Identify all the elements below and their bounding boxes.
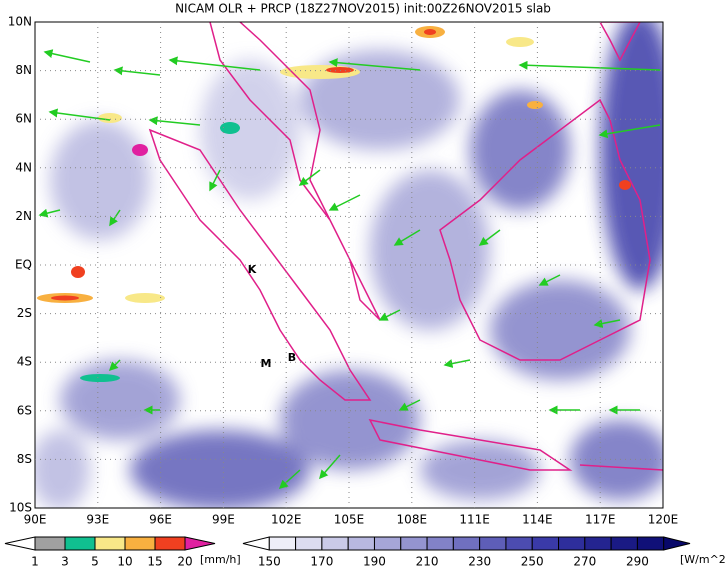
colorbar-label: 210 — [416, 555, 439, 569]
place-label: M — [261, 357, 272, 370]
lon-label: 93E — [86, 513, 109, 527]
lat-label: 6N — [15, 112, 32, 126]
colorbar-box — [531, 536, 560, 551]
colorbar-unit: [W/m^2] — [680, 553, 726, 566]
lat-label: 6S — [17, 403, 32, 417]
lon-label: 120E — [648, 513, 679, 527]
colorbar-end — [184, 536, 216, 551]
colorbar-label: 20 — [177, 555, 192, 569]
colorbar-label: 150 — [258, 555, 281, 569]
lat-label: 8N — [15, 63, 32, 77]
colorbar-box — [505, 536, 533, 551]
colorbar-box — [373, 536, 402, 551]
lon-label: 102E — [271, 513, 302, 527]
colorbar-box — [94, 536, 126, 551]
lat-label: EQ — [15, 258, 32, 272]
lat-label: 8S — [17, 452, 32, 466]
colorbar-label: 170 — [310, 555, 333, 569]
colorbar-label: 250 — [521, 555, 544, 569]
colorbar-box — [426, 536, 454, 551]
olr-field — [35, 22, 663, 508]
colorbar-box — [479, 536, 507, 551]
colorbar-box — [636, 536, 665, 551]
lon-label: 108E — [397, 513, 428, 527]
colorbar-box — [34, 536, 66, 551]
place-label: K — [248, 263, 257, 276]
lon-label: 111E — [459, 513, 490, 527]
title: NICAM OLR + PRCP (18Z27NOV2015) init:00Z… — [175, 2, 551, 16]
lon-label: 90E — [24, 513, 47, 527]
lon-label: 96E — [149, 513, 172, 527]
lat-label: 2N — [15, 209, 32, 223]
colorbar-label: 1 — [31, 555, 39, 569]
colorbar-box — [64, 536, 96, 551]
colorbar-label: 5 — [91, 555, 99, 569]
lon-label: 117E — [585, 513, 616, 527]
lat-label: 4N — [15, 160, 32, 174]
colorbar-label: 190 — [363, 555, 386, 569]
colorbar-end — [663, 536, 691, 551]
lat-label: 10S — [9, 501, 32, 515]
colorbar-unit: [mm/h] — [200, 553, 241, 566]
colorbar-box — [347, 536, 375, 551]
place-label: B — [288, 351, 296, 364]
colorbar-box — [400, 536, 428, 551]
lon-label: 99E — [212, 513, 235, 527]
lon-label: 105E — [334, 513, 365, 527]
colorbar-label: 270 — [573, 555, 596, 569]
colorbar-box — [268, 536, 297, 551]
colorbar-box — [295, 536, 323, 551]
lat-label: 10N — [8, 15, 32, 29]
lat-label: 2S — [17, 306, 32, 320]
wind-vectors — [38, 49, 661, 490]
colorbar-box — [584, 536, 612, 551]
colorbar-box — [154, 536, 186, 551]
colorbar-label: 15 — [147, 555, 162, 569]
colorbar-box — [452, 536, 481, 551]
colorbar-label: 3 — [61, 555, 69, 569]
colorbar-end — [242, 536, 270, 551]
precip-cells — [37, 26, 631, 382]
colorbar-label: 10 — [117, 555, 132, 569]
colorbar-label: 230 — [468, 555, 491, 569]
lon-label: 114E — [522, 513, 553, 527]
colorbar-box — [124, 536, 156, 551]
lat-label: 4S — [17, 355, 32, 369]
colorbar-end — [4, 536, 36, 551]
colorbar-box — [321, 536, 349, 551]
colorbar-box — [610, 536, 638, 551]
colorbar-label: 290 — [626, 555, 649, 569]
colorbar-box — [558, 536, 586, 551]
